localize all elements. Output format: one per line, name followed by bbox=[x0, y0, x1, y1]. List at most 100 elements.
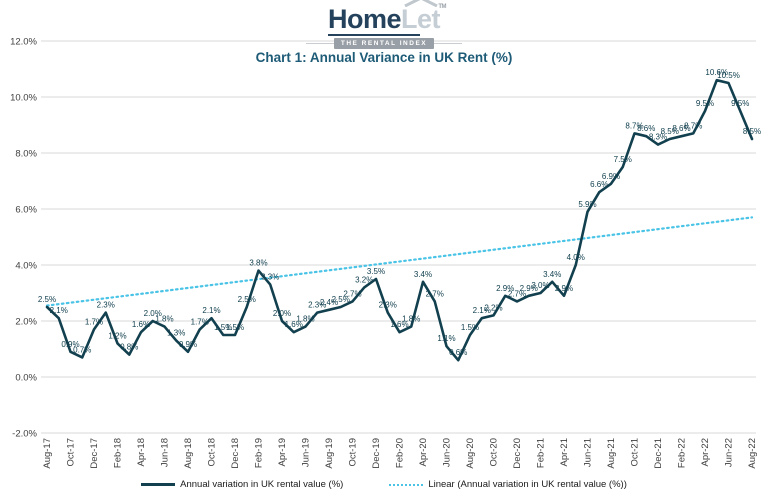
svg-text:1.8%: 1.8% bbox=[402, 315, 420, 324]
svg-text:-2.0%: -2.0% bbox=[12, 429, 37, 440]
svg-text:Jun-21: Jun-21 bbox=[583, 438, 594, 467]
svg-text:8.5%: 8.5% bbox=[661, 127, 679, 136]
svg-text:1.7%: 1.7% bbox=[191, 317, 209, 326]
svg-text:10.0%: 10.0% bbox=[10, 93, 37, 104]
svg-text:Feb-22: Feb-22 bbox=[677, 438, 688, 468]
svg-text:0.6%: 0.6% bbox=[449, 348, 467, 357]
svg-text:12.0%: 12.0% bbox=[10, 37, 37, 48]
legend-trend-label: Linear (Annual variation in UK rental va… bbox=[428, 479, 627, 490]
svg-text:2.1%: 2.1% bbox=[50, 306, 68, 315]
svg-text:1.2%: 1.2% bbox=[108, 331, 126, 340]
svg-text:Jun-18: Jun-18 bbox=[160, 438, 171, 467]
svg-text:Oct-18: Oct-18 bbox=[207, 438, 218, 467]
svg-text:1.8%: 1.8% bbox=[296, 315, 314, 324]
svg-text:Apr-18: Apr-18 bbox=[136, 438, 147, 467]
legend-series-label: Annual variation in UK rental value (%) bbox=[180, 479, 344, 490]
svg-text:9.5%: 9.5% bbox=[696, 99, 714, 108]
svg-text:3.4%: 3.4% bbox=[543, 270, 561, 279]
roof-icon bbox=[404, 0, 438, 7]
svg-text:Dec-20: Dec-20 bbox=[512, 438, 523, 469]
svg-text:Jun-19: Jun-19 bbox=[301, 438, 312, 467]
svg-text:10.6%: 10.6% bbox=[705, 68, 728, 77]
svg-text:Apr-21: Apr-21 bbox=[559, 438, 570, 467]
svg-text:Oct-20: Oct-20 bbox=[489, 438, 500, 467]
data-labels: 2.5%2.1%0.9%0.7%1.7%2.3%1.2%0.8%1.6%2.0%… bbox=[38, 68, 761, 357]
svg-text:10.5%: 10.5% bbox=[717, 71, 740, 80]
svg-text:Apr-20: Apr-20 bbox=[418, 438, 429, 467]
svg-text:2.0%: 2.0% bbox=[15, 317, 37, 328]
svg-text:7.5%: 7.5% bbox=[614, 155, 632, 164]
gridlines bbox=[41, 40, 756, 434]
svg-text:2.1%: 2.1% bbox=[202, 306, 220, 315]
svg-text:Feb-19: Feb-19 bbox=[254, 438, 265, 468]
svg-text:Feb-21: Feb-21 bbox=[536, 438, 547, 468]
svg-text:2.7%: 2.7% bbox=[426, 289, 444, 298]
svg-text:6.0%: 6.0% bbox=[15, 205, 37, 216]
svg-text:3.3%: 3.3% bbox=[261, 273, 279, 282]
svg-text:Aug-21: Aug-21 bbox=[606, 438, 617, 469]
svg-text:Dec-17: Dec-17 bbox=[89, 438, 100, 469]
svg-text:Jun-20: Jun-20 bbox=[442, 438, 453, 467]
svg-text:4.0%: 4.0% bbox=[15, 261, 37, 272]
chart-title: Chart 1: Annual Variance in UK Rent (%) bbox=[255, 50, 513, 65]
svg-text:Jun-22: Jun-22 bbox=[724, 438, 735, 467]
svg-text:Apr-19: Apr-19 bbox=[277, 438, 288, 467]
svg-text:1.6%: 1.6% bbox=[285, 320, 303, 329]
svg-text:Aug-22: Aug-22 bbox=[747, 438, 758, 469]
homelet-wordmark: TM HomeLet bbox=[327, 0, 446, 36]
svg-text:3.2%: 3.2% bbox=[355, 275, 373, 284]
svg-text:2.5%: 2.5% bbox=[238, 295, 256, 304]
svg-text:3.0%: 3.0% bbox=[531, 281, 549, 290]
svg-text:Aug-17: Aug-17 bbox=[42, 438, 53, 469]
svg-text:1.5%: 1.5% bbox=[226, 323, 244, 332]
svg-text:2.0%: 2.0% bbox=[273, 309, 291, 318]
svg-text:2.3%: 2.3% bbox=[97, 301, 115, 310]
svg-text:2.9%: 2.9% bbox=[555, 284, 573, 293]
svg-text:Oct-19: Oct-19 bbox=[348, 438, 359, 467]
trend-line bbox=[45, 216, 754, 307]
tagline-rule-right bbox=[434, 43, 463, 44]
svg-text:2.2%: 2.2% bbox=[484, 303, 502, 312]
svg-text:3.8%: 3.8% bbox=[249, 259, 267, 268]
svg-text:2.5%: 2.5% bbox=[38, 295, 56, 304]
svg-text:2.9%: 2.9% bbox=[496, 284, 514, 293]
svg-text:1.6%: 1.6% bbox=[132, 320, 150, 329]
svg-text:Dec-18: Dec-18 bbox=[230, 438, 241, 469]
svg-text:Aug-20: Aug-20 bbox=[465, 438, 476, 469]
svg-text:9.5%: 9.5% bbox=[731, 99, 749, 108]
svg-text:0.9%: 0.9% bbox=[179, 340, 197, 349]
svg-text:1.8%: 1.8% bbox=[155, 315, 173, 324]
logo-underline bbox=[327, 34, 420, 36]
svg-text:Aug-18: Aug-18 bbox=[183, 438, 194, 469]
svg-text:1.7%: 1.7% bbox=[85, 317, 103, 326]
svg-text:0.9%: 0.9% bbox=[61, 340, 79, 349]
x-axis-labels: Aug-17 Oct-17 Dec-17 Feb-18 Apr-18 Jun-18 Aug-… bbox=[42, 438, 758, 469]
svg-text:1.1%: 1.1% bbox=[437, 334, 455, 343]
svg-text:1.5%: 1.5% bbox=[461, 323, 479, 332]
svg-text:6.9%: 6.9% bbox=[602, 172, 620, 181]
logo-tagline-row: THE RENTAL INDEX bbox=[305, 38, 463, 49]
svg-text:8.5%: 8.5% bbox=[743, 127, 761, 136]
svg-text:8.6%: 8.6% bbox=[637, 124, 655, 133]
svg-text:Oct-17: Oct-17 bbox=[66, 438, 77, 467]
rental-index-tagline: THE RENTAL INDEX bbox=[333, 38, 435, 49]
trend-line-swatch bbox=[389, 483, 424, 486]
svg-text:2.4%: 2.4% bbox=[320, 298, 338, 307]
svg-text:2.0%: 2.0% bbox=[144, 309, 162, 318]
svg-text:2.7%: 2.7% bbox=[508, 289, 526, 298]
svg-text:5.9%: 5.9% bbox=[578, 200, 596, 209]
svg-text:8.0%: 8.0% bbox=[15, 149, 37, 160]
svg-text:2.3%: 2.3% bbox=[379, 301, 397, 310]
y-axis-labels: 12.0% 10.0% 8.0% 6.0% 4.0% 2.0% 0.0% -2.0% bbox=[10, 37, 37, 440]
svg-text:Feb-20: Feb-20 bbox=[395, 438, 406, 468]
svg-text:0.8%: 0.8% bbox=[120, 343, 138, 352]
svg-text:2.1%: 2.1% bbox=[473, 306, 491, 315]
legend-item-series: Annual variation in UK rental value (%) bbox=[141, 479, 343, 490]
series-line-swatch bbox=[141, 483, 176, 486]
svg-text:Dec-21: Dec-21 bbox=[653, 438, 664, 469]
svg-text:Aug-19: Aug-19 bbox=[324, 438, 335, 469]
rent-variation-line bbox=[45, 78, 754, 362]
svg-text:Oct-21: Oct-21 bbox=[630, 438, 641, 467]
